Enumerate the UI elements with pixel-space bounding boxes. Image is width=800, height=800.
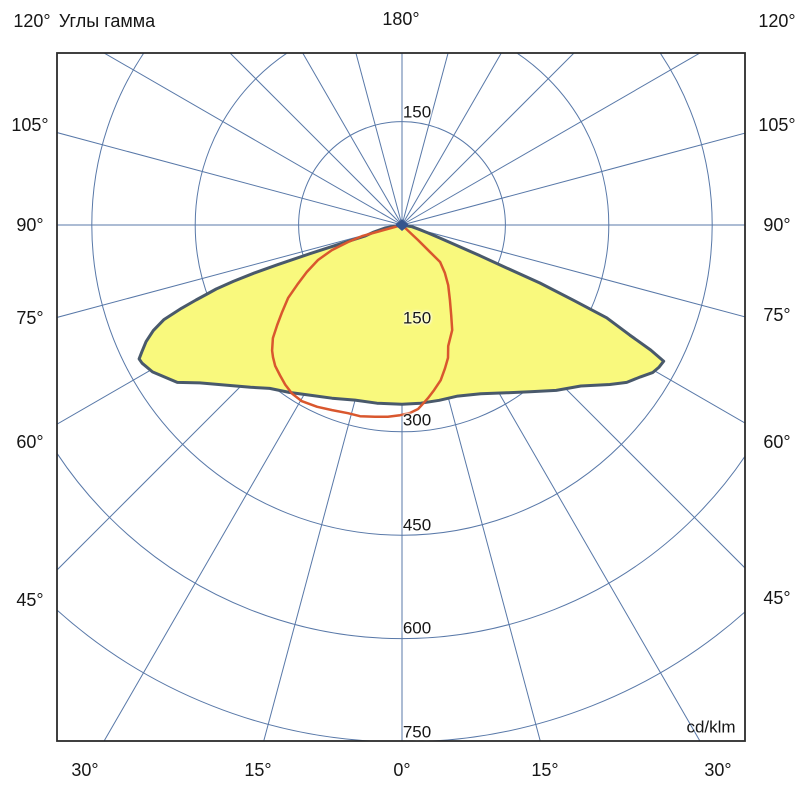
gamma-axis-label: 15° <box>531 760 559 780</box>
radial-tick-label: 750 <box>402 722 432 742</box>
gamma-grid-ray <box>57 224 403 318</box>
gamma-grid-ray <box>401 53 502 226</box>
pole-marker <box>395 219 409 231</box>
gamma-grid-ray <box>302 53 403 226</box>
page-title: Углы гамма <box>58 11 156 31</box>
radial-tick-label: 450 <box>402 515 432 535</box>
gamma-grid-ray <box>355 53 403 226</box>
radial-tick-label: 300 <box>402 410 432 430</box>
units-label: cd/klm <box>686 717 736 737</box>
gamma-grid-ray <box>401 53 701 226</box>
gamma-grid-ray <box>229 53 403 226</box>
radial-tick-label: 600 <box>402 618 432 638</box>
gamma-axis-label: 105° <box>758 115 796 135</box>
gamma-axis-label: 15° <box>244 760 272 780</box>
gamma-grid-ray <box>57 132 403 226</box>
gamma-label-top-right: 120° <box>758 11 796 31</box>
gamma-axis-label: 30° <box>71 760 99 780</box>
gamma-axis-label: 45° <box>763 588 791 608</box>
radial-tick-label: 150 <box>402 102 432 122</box>
gamma-axis-label: 75° <box>763 305 791 325</box>
intensity-curve-narrow-plane <box>270 223 454 419</box>
gamma-grid-ray <box>401 132 745 226</box>
gamma-label-top-center: 180° <box>382 9 420 29</box>
gamma-axis-label: 105° <box>11 115 49 135</box>
gamma-grid-ray <box>401 53 449 226</box>
radial-tick-label: 150 <box>402 308 432 328</box>
gamma-axis-label: 60° <box>16 432 44 452</box>
gamma-axis-label: 60° <box>763 432 791 452</box>
gamma-axis-label: 90° <box>16 215 44 235</box>
gamma-grid-ray <box>401 224 745 318</box>
gamma-grid-ray <box>401 53 575 226</box>
gamma-axis-label: 75° <box>16 308 44 328</box>
intensity-curve-wide-plane <box>137 223 666 406</box>
gamma-axis-label: 45° <box>16 590 44 610</box>
gamma-axis-label: 90° <box>763 215 791 235</box>
gamma-axis-label: 30° <box>704 760 732 780</box>
gamma-label-top-left: 120° <box>13 11 51 31</box>
plot-border <box>56 52 746 742</box>
gamma-axis-label: 0° <box>393 760 411 780</box>
gamma-grid-ray <box>103 53 403 226</box>
